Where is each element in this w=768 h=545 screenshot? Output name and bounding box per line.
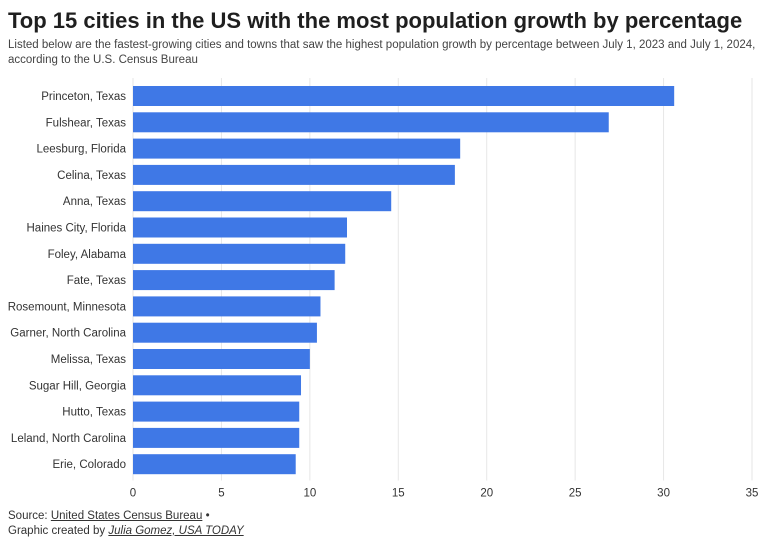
- bar: [133, 217, 347, 238]
- bar: [133, 349, 310, 369]
- bar: [133, 270, 335, 291]
- y-category-label: Fulshear, Texas: [46, 117, 127, 129]
- y-category-label: Foley, Alabama: [48, 249, 127, 261]
- x-tick-label: 30: [657, 488, 670, 500]
- x-tick-label: 15: [392, 488, 405, 500]
- chart-title: Top 15 cities in the US with the most po…: [8, 8, 743, 33]
- bar: [133, 322, 317, 343]
- x-tick-label: 0: [130, 488, 136, 500]
- bar: [133, 427, 300, 448]
- bar: [133, 86, 675, 106]
- bar: [133, 138, 461, 159]
- y-category-label: Melissa, Texas: [51, 354, 126, 366]
- y-category-label: Anna, Texas: [63, 196, 126, 208]
- credit-name[interactable]: Julia Gomez, USA TODAY: [108, 524, 244, 537]
- y-category-label: Hutto, Texas: [62, 407, 126, 419]
- x-tick-label: 20: [480, 488, 493, 500]
- source-suffix: •: [205, 510, 210, 522]
- source-link[interactable]: United States Census Bureau: [50, 510, 203, 522]
- bar: [133, 401, 300, 422]
- source-prefix: Source:: [8, 510, 48, 522]
- bar-chart: 0 5 10 15 20 25 30 35 Princeton, Texas Fulshear, …: [8, 78, 759, 500]
- chart-footer: Source: United States Census Bureau • Gr…: [8, 509, 244, 538]
- bar: [133, 191, 392, 212]
- y-category-label: Rosemount, Minnesota: [8, 301, 127, 313]
- y-category-label: Celina, Texas: [57, 170, 126, 182]
- bar: [133, 296, 321, 317]
- chart-subtitle: Listed below are the fastest-growing cit…: [8, 39, 756, 66]
- x-tick-label: 35: [746, 488, 759, 500]
- source-line: Source: United States Census Bureau •: [8, 509, 244, 524]
- y-category-label: Sugar Hill, Georgia: [29, 380, 127, 392]
- y-category-label: Haines City, Florida: [27, 223, 127, 235]
- credit-prefix: Graphic created by: [8, 524, 106, 537]
- x-tick-label: 25: [569, 488, 582, 500]
- y-category-label: Erie, Colorado: [52, 459, 126, 471]
- y-category-label: Princeton, Texas: [41, 91, 126, 103]
- bar: [133, 454, 296, 475]
- y-category-label: Fate, Texas: [67, 275, 126, 287]
- bar: [133, 375, 302, 396]
- bar: [133, 243, 346, 264]
- x-tick-label: 5: [218, 488, 224, 500]
- bar: [133, 112, 609, 133]
- y-category-label: Garner, North Carolina: [10, 328, 126, 340]
- bar: [133, 164, 455, 185]
- y-category-label: Leesburg, Florida: [37, 144, 127, 156]
- x-tick-label: 10: [303, 488, 316, 500]
- credit-line: Graphic created by Julia Gomez, USA TODA…: [8, 524, 244, 539]
- y-category-label: Leland, North Carolina: [11, 433, 127, 445]
